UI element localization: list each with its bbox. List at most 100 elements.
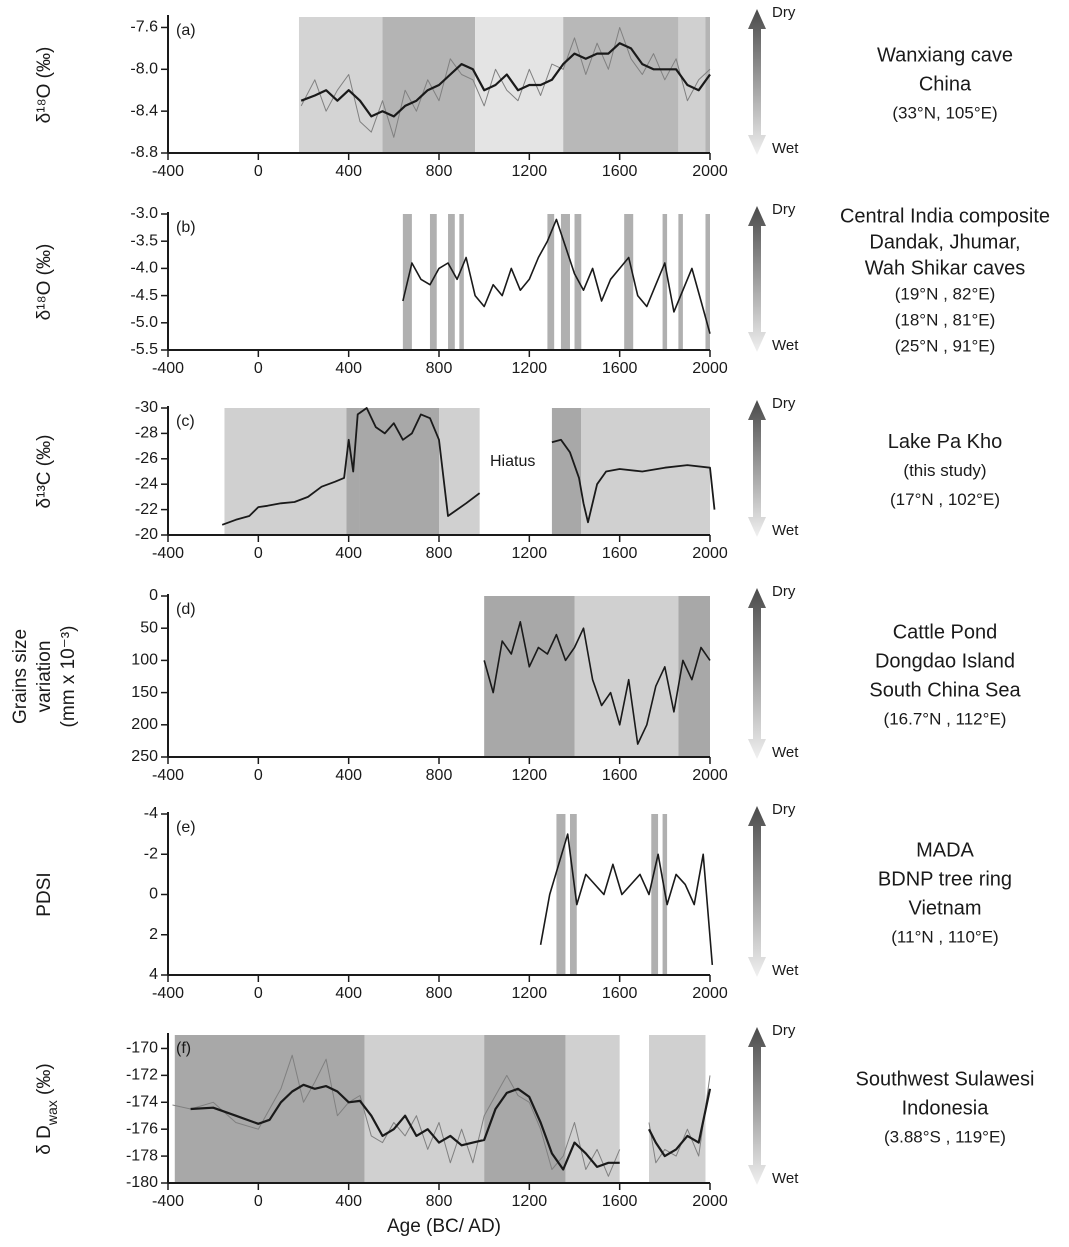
site-coordinates: (11°N , 110°E) bbox=[891, 927, 998, 946]
y-tick-label: -4.5 bbox=[130, 287, 158, 304]
x-tick-label: 400 bbox=[335, 545, 362, 562]
site-name: China bbox=[919, 73, 972, 95]
x-tick-label: 0 bbox=[254, 163, 263, 180]
site-coordinates: (19°N , 82°E) bbox=[895, 284, 996, 303]
y-tick-label: -5.5 bbox=[130, 341, 158, 358]
shade-band bbox=[651, 814, 659, 975]
x-tick-label: -400 bbox=[152, 360, 184, 377]
shade-band bbox=[382, 17, 476, 153]
shade-band bbox=[224, 408, 347, 535]
x-tick-label: 0 bbox=[254, 1193, 263, 1210]
x-tick-label: 400 bbox=[335, 985, 362, 1002]
y-axis-label: variation bbox=[34, 641, 55, 713]
dry-label: Dry bbox=[772, 4, 796, 21]
x-tick-label: -400 bbox=[152, 545, 184, 562]
site-coordinates: (33°N, 105°E) bbox=[892, 103, 997, 122]
site-coordinates: (this study) bbox=[903, 461, 986, 480]
y-axis-label: δ Dwax (‰) bbox=[34, 1063, 60, 1154]
shade-band bbox=[459, 214, 464, 350]
panel-label: (e) bbox=[176, 819, 196, 836]
shade-band bbox=[574, 214, 582, 350]
site-coordinates: (17°N , 102°E) bbox=[890, 490, 1000, 509]
shade-band bbox=[705, 17, 710, 153]
x-tick-label: 1200 bbox=[512, 163, 548, 180]
data-line bbox=[539, 833, 714, 965]
x-tick-label: 2000 bbox=[692, 360, 728, 377]
x-tick-label: 2000 bbox=[692, 985, 728, 1002]
site-name: Indonesia bbox=[902, 1097, 990, 1119]
shade-band bbox=[547, 214, 555, 350]
wet-label: Wet bbox=[772, 522, 799, 539]
shade-band bbox=[475, 17, 564, 153]
wet-label: Wet bbox=[772, 337, 799, 354]
shade-band bbox=[624, 214, 634, 350]
y-tick-label: -30 bbox=[135, 399, 158, 416]
x-tick-label: 800 bbox=[426, 545, 453, 562]
panel-label: (a) bbox=[176, 22, 196, 39]
dry-wet-arrow bbox=[748, 1027, 766, 1185]
dry-label: Dry bbox=[772, 583, 796, 600]
x-tick-label: -400 bbox=[152, 163, 184, 180]
site-name: Lake Pa Kho bbox=[888, 431, 1003, 453]
y-tick-label: -7.6 bbox=[130, 19, 158, 36]
x-tick-label: 2000 bbox=[692, 163, 728, 180]
x-tick-label: 1200 bbox=[512, 360, 548, 377]
y-axis-label-part: (‰) bbox=[34, 1063, 55, 1100]
panel-label: (b) bbox=[176, 219, 196, 236]
dry-label: Dry bbox=[772, 395, 796, 412]
site-name: Dandak, Jhumar, bbox=[869, 231, 1020, 253]
site-coordinates: (25°N , 91°E) bbox=[895, 336, 996, 355]
shade-band bbox=[678, 214, 683, 350]
dry-label: Dry bbox=[772, 201, 796, 218]
shade-band bbox=[556, 814, 566, 975]
x-tick-label: 0 bbox=[254, 767, 263, 784]
site-name: Southwest Sulawesi bbox=[856, 1068, 1035, 1090]
y-tick-label: -22 bbox=[135, 501, 158, 518]
site-name: Central India composite bbox=[840, 205, 1050, 227]
x-tick-label: 1200 bbox=[512, 545, 548, 562]
x-tick-label: -400 bbox=[152, 985, 184, 1002]
y-tick-label: 0 bbox=[149, 886, 158, 903]
shade-band bbox=[364, 1035, 485, 1183]
data-line bbox=[221, 407, 716, 526]
site-name: Vietnam bbox=[908, 897, 981, 919]
annotation: Hiatus bbox=[490, 453, 535, 470]
x-tick-label: 1600 bbox=[602, 360, 638, 377]
x-tick-label: 2000 bbox=[692, 1193, 728, 1210]
dry-wet-arrow bbox=[748, 206, 766, 352]
y-tick-label: 4 bbox=[149, 966, 158, 983]
dry-wet-arrow bbox=[748, 588, 766, 759]
shade-band bbox=[662, 214, 668, 350]
y-axis-label: δ¹⁸O (‰) bbox=[34, 244, 55, 321]
x-tick-label: -400 bbox=[152, 767, 184, 784]
y-axis-label: δ¹⁸O (‰) bbox=[34, 47, 55, 124]
x-tick-label: 800 bbox=[426, 163, 453, 180]
y-tick-label: -176 bbox=[126, 1120, 158, 1137]
shade-band bbox=[569, 814, 577, 975]
site-name: Cattle Pond bbox=[893, 621, 998, 643]
x-tick-label: 1600 bbox=[602, 163, 638, 180]
shade-band bbox=[439, 408, 480, 535]
shade-band bbox=[484, 1035, 566, 1183]
y-tick-label: -178 bbox=[126, 1147, 158, 1164]
x-tick-label: 0 bbox=[254, 985, 263, 1002]
x-tick-label: 2000 bbox=[692, 545, 728, 562]
y-tick-label: -8.0 bbox=[130, 61, 158, 78]
data-line bbox=[483, 621, 711, 745]
shade-band bbox=[484, 596, 575, 757]
y-axis-label-part: δ D bbox=[34, 1125, 55, 1155]
y-axis-label: (mm x 10⁻³) bbox=[58, 626, 79, 728]
wet-label: Wet bbox=[772, 744, 799, 761]
x-tick-label: 800 bbox=[426, 767, 453, 784]
site-name: MADA bbox=[916, 839, 974, 861]
shade-band bbox=[560, 214, 570, 350]
site-name: Dongdao Island bbox=[875, 650, 1015, 672]
x-tick-label: 0 bbox=[254, 545, 263, 562]
y-tick-label: -174 bbox=[126, 1093, 158, 1110]
x-tick-label: 400 bbox=[335, 360, 362, 377]
y-tick-label: -4 bbox=[144, 805, 158, 822]
x-tick-label: 1200 bbox=[512, 985, 548, 1002]
x-tick-label: -400 bbox=[152, 1193, 184, 1210]
y-tick-label: -26 bbox=[135, 450, 158, 467]
